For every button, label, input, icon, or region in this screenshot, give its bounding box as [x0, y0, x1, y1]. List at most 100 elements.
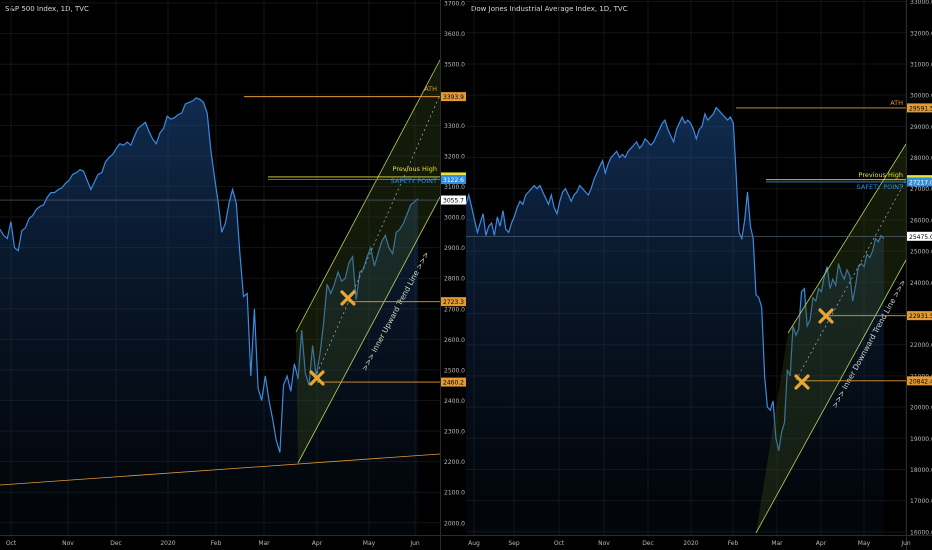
x-marker: [794, 374, 810, 390]
y-tick-label: 3700.0: [444, 1, 465, 8]
y-tick-label: 24000.0: [910, 280, 932, 287]
channel-upper-line: [787, 143, 907, 334]
x-tick-label: Jun: [900, 540, 911, 547]
price-tag-value: 3393.9: [443, 94, 464, 101]
y-tick-label: 2700.0: [444, 306, 465, 313]
price-tag: [441, 92, 466, 102]
y-tick-label: 31000.0: [910, 61, 932, 68]
x-tick-label: Dec: [642, 540, 654, 547]
price-tag-value: 22931.5: [909, 313, 932, 320]
channel-lower-line: [297, 196, 441, 464]
price-tag: [441, 195, 466, 205]
x-tick-label: May: [363, 540, 376, 547]
y-tick-label: 3100.0: [444, 184, 465, 191]
price-area-fill: [466, 107, 884, 535]
annotation-label: ATH: [890, 99, 903, 107]
annotation-label: SAFETY POINT: [391, 177, 437, 185]
annotation-label: SAFETY POINT: [857, 183, 903, 191]
x-tick-label: 2020: [683, 540, 698, 547]
x-tick-label: Feb: [211, 540, 222, 547]
y-tick-label: 2300.0: [444, 429, 465, 436]
y-tick-label: 2900.0: [444, 245, 465, 252]
price-tag: [907, 376, 932, 386]
price-tag: [907, 177, 932, 187]
y-tick-label: 29000.0: [910, 124, 932, 131]
x-tick-label: Apr: [816, 540, 827, 547]
x-tick-label: 2020: [160, 540, 175, 547]
y-tick-label: 22000.0: [910, 342, 932, 349]
channel-mid-line: [314, 94, 441, 379]
price-tag: [907, 231, 932, 241]
y-tick-label: 16000.0: [910, 529, 932, 536]
sp500-chart[interactable]: S&P 500 Index, 1D, TVC >>> Inner Upward …: [0, 0, 466, 550]
channel-lower-line: [755, 259, 907, 534]
chart-title: S&P 500 Index, 1D, TVC: [5, 5, 89, 13]
dow-jones-chart[interactable]: Dow Jones Industrial Average Index, 1D, …: [466, 0, 932, 550]
y-tick-label: 19000.0: [910, 436, 932, 443]
price-line: [466, 106, 885, 451]
y-axis-panel: [440, 0, 466, 550]
x-tick-label: Mar: [258, 540, 270, 547]
x-tick-label: Sep: [508, 540, 520, 547]
long-term-trend-line: [0, 453, 441, 486]
channel-fill: [296, 60, 440, 463]
x-marker: [309, 370, 325, 386]
price-tag: [441, 297, 466, 307]
y-tick-label: 3500.0: [444, 62, 465, 69]
x-tick-label: Feb: [728, 540, 739, 547]
x-tick-label: Oct: [6, 540, 17, 547]
y-tick-label: 27000.0: [910, 186, 932, 193]
price-tag-value: 29591.5: [909, 105, 932, 112]
y-tick-label: 2100.0: [444, 490, 465, 497]
y-tick-label: 28000.0: [910, 155, 932, 162]
x-marker: [340, 290, 356, 306]
x-tick-label: Apr: [312, 540, 323, 547]
price-tag-value: 20842.4: [909, 378, 932, 385]
y-tick-label: 2200.0: [444, 459, 465, 466]
price-tag-value: 3055.7: [443, 198, 464, 205]
price-area-fill: [0, 97, 418, 536]
y-tick-label: 20000.0: [910, 405, 932, 412]
price-tag: [907, 311, 932, 321]
y-tick-label: 3600.0: [444, 31, 465, 38]
channel-mid-line: [795, 179, 907, 381]
y-tick-label: 25000.0: [910, 249, 932, 256]
x-tick-label: Oct: [554, 540, 565, 547]
x-tick-label: May: [858, 540, 871, 547]
x-tick-label: Dec: [110, 540, 122, 547]
y-tick-label: 2600.0: [444, 337, 465, 344]
y-tick-label: 2800.0: [444, 276, 465, 283]
price-tag-value: 2460.2: [443, 380, 464, 387]
price-tag-value: 3122.6: [443, 177, 464, 184]
y-tick-label: 17000.0: [910, 498, 932, 505]
y-tick-label: 3300.0: [444, 123, 465, 130]
annotation-label: Previous High: [859, 171, 903, 179]
x-tick-label: Nov: [62, 540, 74, 547]
x-tick-label: Aug: [468, 540, 480, 547]
x-tick-label: Jun: [409, 540, 420, 547]
price-tag: [907, 103, 932, 113]
price-tag: [441, 377, 466, 387]
price-tag-value: 2723.3: [443, 299, 464, 306]
price-line: [0, 97, 419, 453]
price-tag-value: 25475.0: [909, 234, 932, 241]
y-tick-label: 30000.0: [910, 93, 932, 100]
x-tick-label: Mar: [771, 540, 783, 547]
y-tick-label: 32000.0: [910, 30, 932, 37]
y-axis-panel: [906, 0, 932, 550]
y-tick-label: 3200.0: [444, 153, 465, 160]
y-tick-label: 3000.0: [444, 215, 465, 222]
y-tick-label: 2400.0: [444, 398, 465, 405]
annotation-label: ATH: [424, 85, 437, 93]
x-marker: [818, 308, 834, 324]
y-tick-label: 18000.0: [910, 467, 932, 474]
x-tick-label: Nov: [598, 540, 610, 547]
y-tick-label: 26000.0: [910, 217, 932, 224]
chart-title: Dow Jones Industrial Average Index, 1D, …: [471, 5, 628, 13]
price-tag: [441, 175, 466, 185]
channel-upper-line: [295, 59, 441, 333]
annotation-label: Previous High: [393, 165, 437, 173]
price-tag-value: 27217.0: [909, 179, 932, 186]
y-tick-label: 33000.0: [910, 0, 932, 6]
